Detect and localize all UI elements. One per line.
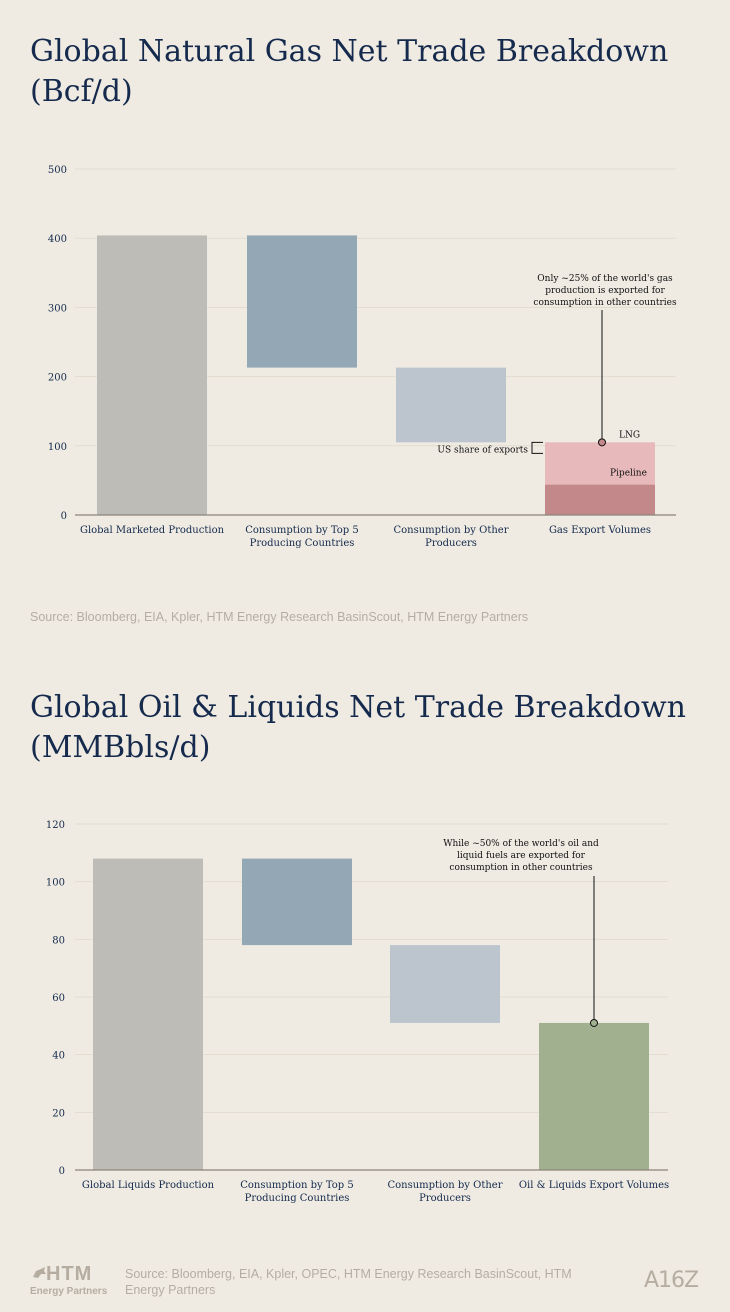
htm-logo: HTM Energy Partners (30, 1263, 120, 1303)
gas-lng-label: LNG (619, 430, 640, 440)
oil-annotation-text: consumption in other countries (449, 863, 593, 873)
oil-category-label: Global Liquids Production (82, 1180, 215, 1191)
oil-y-tick-label: 20 (52, 1108, 65, 1119)
oil-waterfall-chart: 0 20 40 60 80 100 120 Global Liquids Production… (46, 820, 669, 1204)
oil-y-tick-label: 0 (59, 1166, 65, 1177)
htm-logo-word: HTM (46, 1263, 93, 1285)
oil-y-tick-label: 80 (52, 935, 65, 946)
gas-bar-segment-lng (545, 484, 655, 515)
a16z-logo: A16Z (644, 1268, 699, 1293)
gas-bar (97, 235, 207, 515)
oil-annotation-dot (590, 1018, 598, 1027)
gas-annotation-text: consumption in other countries (533, 298, 677, 308)
gas-bar (247, 235, 357, 368)
gas-annotation-text: production is exported for (545, 286, 665, 296)
gas-annotation-text: Only ~25% of the world's gas (537, 274, 673, 284)
gas-waterfall-chart: 0 100 200 300 400 500 Global Marketed Producti… (48, 165, 677, 549)
chart1-title: Global Natural Gas Net Trade Breakdown (… (30, 34, 669, 109)
oil-y-tick-label: 40 (52, 1051, 65, 1062)
oil-category-label: Consumption by Other (387, 1180, 502, 1191)
gas-category-label: Global Marketed Production (80, 525, 225, 536)
htm-logo-sub: Energy Partners (30, 1286, 108, 1297)
oil-annotation-text: liquid fuels are exported for (457, 851, 586, 861)
oil-y-tick-label: 60 (52, 993, 65, 1004)
gas-us-share-bracket (531, 441, 543, 454)
gas-y-tick-label: 500 (48, 165, 67, 176)
oil-bar (390, 945, 500, 1023)
gas-category-label: Producers (425, 538, 477, 549)
oil-y-tick-label: 100 (46, 878, 65, 889)
oil-bar (539, 1022, 649, 1170)
oil-category-label: Producers (419, 1193, 471, 1204)
gas-y-tick-label: 400 (48, 234, 67, 245)
chart2-source: Source: Bloomberg, EIA, Kpler, OPEC, HTM… (125, 1267, 572, 1297)
gas-pipeline-label: Pipeline (610, 468, 647, 478)
gas-category-label: Producing Countries (250, 538, 355, 549)
oil-bar (242, 858, 352, 946)
gas-category-label: Consumption by Other (393, 525, 508, 536)
oil-annotation-text: While ~50% of the world's oil and (443, 839, 599, 849)
gas-category-label: Gas Export Volumes (549, 525, 651, 536)
gas-annotation-dot (598, 438, 606, 447)
gas-y-tick-label: 200 (48, 373, 67, 384)
gas-us-share-label: US share of exports (437, 445, 528, 455)
gas-y-tick-label: 100 (48, 442, 67, 453)
chart2-title: Global Oil & Liquids Net Trade Breakdown… (30, 690, 686, 765)
gas-y-tick-label: 300 (48, 303, 67, 314)
gas-bar-segment-pipeline (545, 442, 655, 485)
oil-category-label: Consumption by Top 5 (240, 1180, 354, 1191)
chart1-source: Source: Bloomberg, EIA, Kpler, HTM Energ… (30, 610, 529, 624)
oil-bar (93, 858, 203, 1170)
oil-category-label: Oil & Liquids Export Volumes (519, 1180, 669, 1191)
gas-bar (396, 367, 506, 443)
gas-y-tick-label: 0 (61, 511, 67, 522)
gas-category-label: Consumption by Top 5 (245, 525, 359, 536)
oil-y-tick-label: 120 (46, 820, 65, 831)
htm-horse-icon (33, 1267, 46, 1278)
oil-category-label: Producing Countries (245, 1193, 350, 1204)
